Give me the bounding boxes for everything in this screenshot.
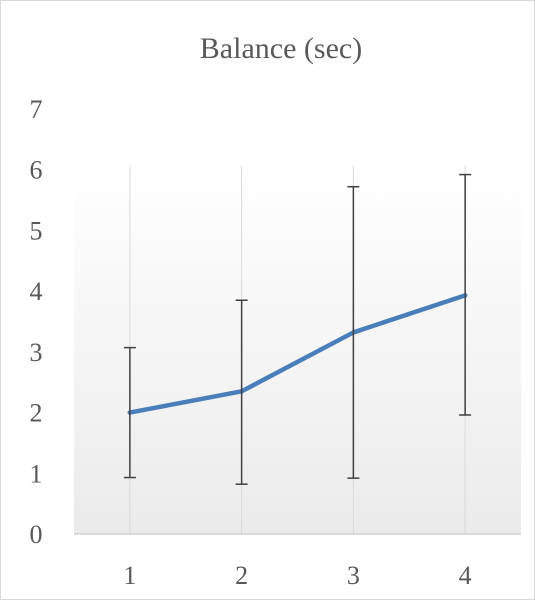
plot-area-background [74,166,521,534]
x-tick-label-2: 2 [235,561,248,590]
y-tick-label-4: 4 [30,277,43,306]
error-bar-2 [235,299,248,485]
y-tick-label-2: 2 [30,399,43,428]
y-tick-label-1: 1 [30,459,43,488]
error-bar-3 [347,185,360,479]
x-tick-label-1: 1 [123,561,136,590]
x-axis-tick-labels: 1 2 3 4 [123,561,471,590]
error-bar-4 [459,173,472,416]
error-bar-1 [123,346,136,479]
y-tick-label-5: 5 [30,216,43,245]
x-tick-label-4: 4 [459,561,472,590]
y-tick-label-7: 7 [30,95,43,124]
chart-title: Balance (sec) [200,32,362,65]
y-axis-tick-labels: 0 1 2 3 4 5 6 7 [30,95,43,549]
y-tick-label-6: 6 [30,156,43,185]
y-tick-label-0: 0 [30,520,43,549]
y-tick-label-3: 3 [30,338,43,367]
error-bars [123,173,472,485]
x-tick-label-3: 3 [347,561,360,590]
series-line-0 [127,293,468,415]
